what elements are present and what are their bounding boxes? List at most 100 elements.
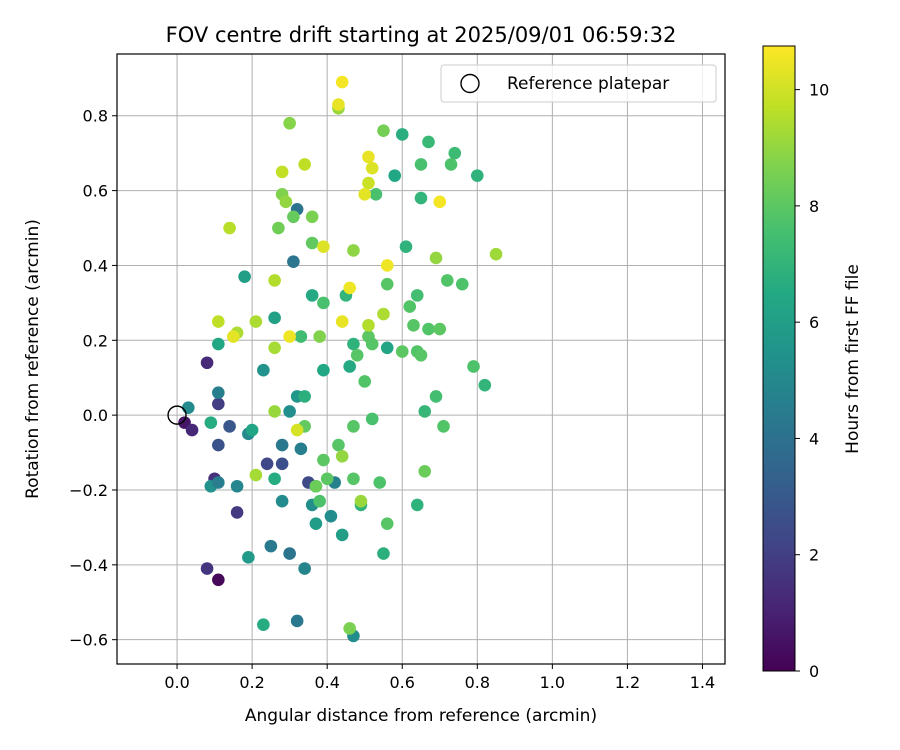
data-point [313, 494, 326, 508]
data-point [418, 405, 432, 418]
data-point [414, 191, 428, 205]
data-point [335, 528, 349, 542]
data-point [433, 322, 447, 336]
colorbar-tick-label: 0 [809, 662, 819, 681]
data-point [305, 210, 319, 224]
data-point [388, 169, 402, 182]
data-point [275, 494, 289, 508]
data-point [290, 614, 304, 628]
y-tick-label: 0.8 [83, 107, 108, 126]
data-point [182, 401, 195, 414]
data-point [317, 453, 330, 467]
y-tick-label: 0.4 [83, 256, 108, 275]
data-point [227, 330, 240, 343]
data-point [305, 236, 319, 250]
data-point [343, 360, 356, 373]
data-point [467, 360, 480, 373]
data-point [380, 341, 394, 355]
data-point [332, 98, 345, 111]
data-point [249, 468, 263, 482]
data-point [279, 195, 293, 209]
data-point [242, 551, 255, 564]
data-point [309, 517, 323, 530]
data-point [298, 390, 311, 403]
data-point [358, 375, 372, 388]
data-point [313, 330, 326, 343]
data-point [444, 158, 458, 171]
data-point [294, 442, 308, 456]
colorbar-tick-label: 2 [809, 546, 819, 565]
colorbar-frame [762, 45, 796, 672]
chart-title: FOV centre drift starting at 2025/09/01 … [166, 23, 677, 47]
x-tick-label: 0.0 [164, 673, 189, 692]
data-point [268, 472, 281, 486]
data-point [324, 509, 338, 523]
x-tick-label: 0.4 [314, 673, 339, 692]
data-point [257, 363, 270, 377]
data-point [440, 274, 454, 287]
data-point [309, 479, 323, 493]
data-point [478, 378, 492, 392]
data-point [399, 240, 413, 254]
data-point [343, 281, 356, 295]
data-point [395, 345, 409, 358]
data-point [377, 547, 390, 560]
x-tick-label: 1.0 [540, 673, 565, 692]
colorbar-tick-label: 10 [809, 81, 829, 100]
y-tick-label: 0.2 [83, 331, 108, 350]
data-point [362, 319, 375, 332]
data-point [470, 169, 484, 182]
data-point [212, 573, 225, 587]
data-point [268, 341, 281, 355]
data-point [332, 438, 345, 452]
data-point [230, 479, 244, 493]
data-point [287, 255, 300, 268]
legend: Reference platepar [440, 64, 717, 103]
data-point [264, 539, 278, 553]
reference-platepar-marker [167, 405, 187, 425]
x-axis-ticks: 0.0 0.2 0.4 0.6 0.8 1.0 1.2 1.4 [164, 664, 715, 692]
data-point [212, 315, 225, 328]
data-point [230, 506, 244, 519]
data-point [365, 161, 379, 175]
data-point [433, 195, 447, 209]
data-point [347, 472, 360, 486]
data-point [245, 423, 259, 437]
legend-box [440, 64, 717, 103]
data-point [212, 337, 225, 351]
data-point [260, 457, 274, 471]
data-point [283, 405, 296, 418]
colorbar-tick-label: 8 [809, 197, 819, 216]
data-point [422, 322, 435, 336]
y-tick-label: 0.0 [83, 406, 108, 425]
grid [117, 54, 725, 664]
data-point [362, 176, 375, 190]
data-point [283, 547, 296, 560]
data-point [298, 158, 311, 171]
data-point [317, 363, 330, 377]
data-point [347, 337, 360, 351]
data-point [414, 348, 428, 362]
colorbar: 0 2 4 6 8 10 Hours from first FF file [762, 45, 863, 681]
data-point [275, 457, 289, 471]
data-point [410, 498, 424, 512]
data-point [448, 146, 462, 160]
colorbar-gradient [763, 46, 795, 671]
x-tick-label: 0.8 [465, 673, 490, 692]
data-point [407, 319, 420, 332]
data-point [422, 135, 435, 149]
y-tick-label: 0.6 [83, 182, 108, 201]
x-axis-label: Angular distance from reference (arcmin) [245, 706, 597, 726]
y-axis-label: Rotation from reference (arcmin) [23, 219, 43, 499]
data-point [290, 423, 304, 437]
data-point [268, 274, 281, 287]
data-point [283, 330, 296, 343]
data-point [298, 562, 311, 575]
data-point [380, 517, 394, 530]
data-point [212, 438, 225, 452]
data-point [268, 405, 281, 418]
data-point [200, 356, 214, 370]
data-point [212, 397, 225, 411]
data-point [380, 259, 394, 272]
